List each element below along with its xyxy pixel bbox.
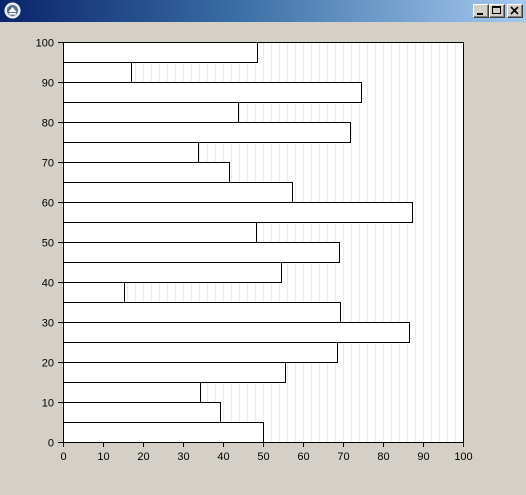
y-tick-label: 50 [42, 238, 54, 250]
y-tick-label: 60 [42, 198, 54, 210]
x-tick-label: 10 [97, 451, 109, 463]
y-tick-label: 30 [42, 318, 54, 330]
bar-17 [63, 82, 362, 103]
x-tick-label: 100 [454, 451, 472, 463]
x-tick-label: 70 [337, 451, 349, 463]
bar-4 [63, 342, 338, 363]
y-tick-label: 80 [42, 118, 54, 130]
bar-3 [63, 362, 286, 383]
close-icon [510, 6, 519, 15]
minimize-icon [477, 13, 483, 15]
x-tick-label: 50 [257, 451, 269, 463]
bar-14 [63, 142, 199, 163]
bar-18 [63, 62, 132, 83]
bar-6 [63, 302, 341, 323]
app-icon[interactable] [4, 2, 21, 19]
minimize-button[interactable] [473, 4, 489, 18]
bar-chart: 0 10 20 30 40 50 60 70 80 90 100 0 10 20 30 40 50 60 70 80 9… [36, 38, 473, 464]
y-tick-label: 40 [42, 278, 54, 290]
bar-9 [63, 242, 340, 263]
chart-area: 0 10 20 30 40 50 60 70 80 90 100 0 10 20 30 40 50 60 70 80 9… [0, 22, 526, 495]
bar-5 [63, 322, 410, 343]
x-tick-label: 80 [377, 451, 389, 463]
x-tick-label: 0 [60, 451, 66, 463]
y-tick-label: 20 [42, 358, 54, 370]
bar-19 [63, 42, 258, 63]
close-button[interactable] [507, 4, 523, 18]
x-tick-label: 20 [137, 451, 149, 463]
bar-12 [63, 182, 293, 203]
maximize-icon [492, 6, 501, 14]
axis-layer: 0 10 20 30 40 50 60 70 80 90 100 0 10 20 30 40 50 60 70 80 9… [36, 38, 473, 464]
bar-7 [63, 282, 125, 303]
bar-10 [63, 222, 257, 243]
bar-layer [63, 42, 413, 443]
bar-15 [63, 122, 351, 143]
y-tick-label: 10 [42, 398, 54, 410]
title-bar[interactable] [0, 0, 526, 22]
maximize-button[interactable] [489, 4, 505, 18]
bar-8 [63, 262, 282, 283]
x-tick-label: 90 [417, 451, 429, 463]
y-tick-label: 100 [36, 38, 54, 50]
x-tick-label: 40 [217, 451, 229, 463]
x-tick-label: 30 [177, 451, 189, 463]
y-tick-label: 70 [42, 158, 54, 170]
bar-16 [63, 102, 239, 123]
x-tick-label: 60 [297, 451, 309, 463]
bar-0 [63, 422, 264, 443]
y-tick-label: 90 [42, 78, 54, 90]
bar-13 [63, 162, 230, 183]
bar-2 [63, 382, 201, 403]
y-tick-label: 0 [48, 438, 54, 450]
bar-1 [63, 402, 221, 423]
bar-11 [63, 202, 413, 223]
